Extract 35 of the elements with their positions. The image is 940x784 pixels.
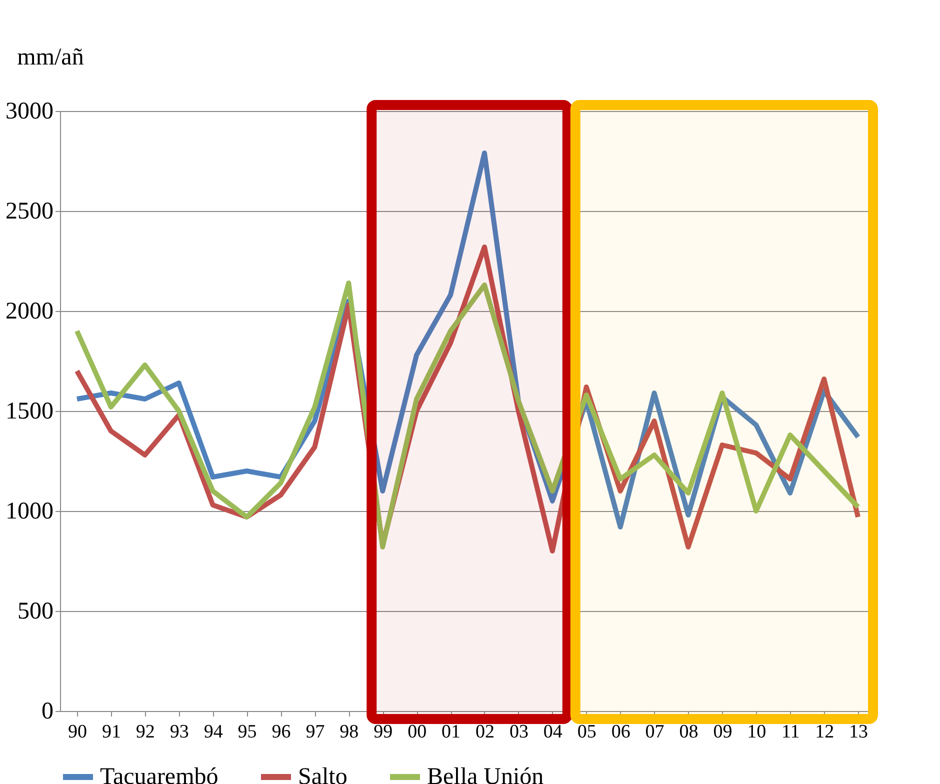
y-tick-label: 1500: [6, 398, 54, 424]
y-tick-label: 2500: [6, 198, 54, 224]
y-tick-label: 0: [42, 698, 54, 724]
legend-label: Tacuarembó: [100, 764, 218, 784]
x-tick-label: 11: [781, 722, 800, 742]
x-tick-label: 04: [543, 722, 563, 742]
x-tick-label: 12: [815, 722, 834, 742]
x-tick-label: 10: [747, 722, 766, 742]
x-tick-label: 91: [102, 722, 121, 742]
y-tick-label: 2000: [6, 298, 54, 324]
y-tick-label: 500: [18, 598, 54, 624]
x-tick-label: 02: [475, 722, 494, 742]
x-tick-label: 98: [340, 722, 359, 742]
x-tick-label: 09: [713, 722, 732, 742]
x-tick-label: 06: [611, 722, 630, 742]
x-tick-label: 00: [408, 722, 427, 742]
x-tick-label: 97: [306, 722, 325, 742]
x-tick-label: 93: [170, 722, 189, 742]
x-tick-label: 07: [645, 722, 664, 742]
y-tick-label: 3000: [6, 98, 54, 124]
legend-label: Bella Unión: [427, 764, 544, 784]
x-tick-label: 92: [136, 722, 155, 742]
x-tick-label: 05: [577, 722, 596, 742]
x-tick-label: 08: [679, 722, 698, 742]
x-tick-label: 96: [272, 722, 291, 742]
x-tick-label: 01: [442, 722, 461, 742]
x-tick-label: 13: [849, 722, 868, 742]
x-tick-label: 94: [204, 722, 224, 742]
y-tick-label: 1000: [6, 498, 54, 524]
y-axis-title: mm/añ: [17, 44, 84, 70]
x-tick-label: 90: [68, 722, 87, 742]
x-tick-label: 03: [509, 722, 528, 742]
legend-label: Salto: [298, 764, 348, 784]
x-tick-label: 99: [374, 722, 393, 742]
x-tick-label: 95: [238, 722, 257, 742]
